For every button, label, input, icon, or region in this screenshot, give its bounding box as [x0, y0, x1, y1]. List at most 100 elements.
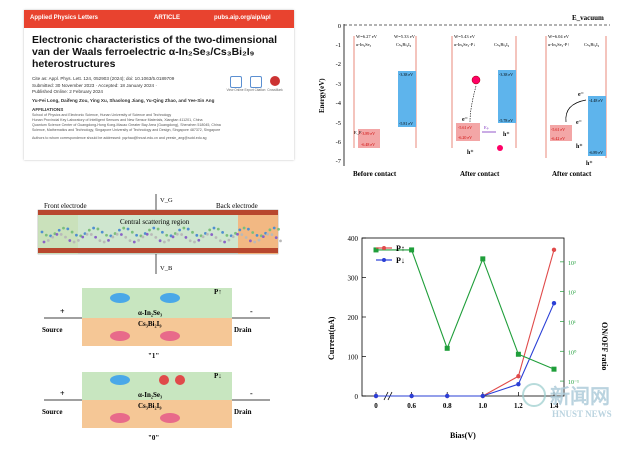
chart-x-label: Bias(V) — [450, 431, 476, 440]
export-citation-icon[interactable] — [250, 76, 262, 88]
data-point — [480, 393, 485, 399]
lattice-atom — [212, 226, 216, 230]
hnust-watermark: 新闻网 HNUST NEWS — [522, 383, 612, 419]
y2-tick-label: 10² — [568, 291, 576, 297]
submitted-line: Submitted: 30 November 2023 · Accepted: … — [32, 83, 157, 88]
cite-line: Cite as: Appl. Phys. Lett. 124, 052903 (… — [32, 76, 175, 81]
after2-w: W=6.04 eV — [548, 34, 570, 39]
lattice-atom — [68, 239, 72, 242]
data-point — [551, 366, 557, 372]
vacuum-label: E_vacuum — [572, 14, 604, 22]
lattice-atom — [51, 235, 54, 239]
affiliation-1: School of Physics and Electronic Science… — [32, 113, 172, 117]
lattice-atom — [115, 232, 119, 236]
before-b-gap — [398, 71, 416, 127]
device-top-gate — [38, 210, 278, 215]
lattice-atom — [59, 233, 63, 236]
y-tick-label: 400 — [348, 235, 359, 243]
after1-w: W=5.43 eV — [454, 34, 476, 39]
after2-e: e⁻ — [578, 92, 584, 98]
lattice-atom — [152, 226, 156, 230]
band-tick-5: -5 — [336, 120, 341, 127]
band-y-ticks: 0 -1 -2 -3 -4 -5 -6 -7 — [336, 23, 342, 165]
after1-h: h⁺ — [503, 131, 510, 138]
crossmark-icon[interactable] — [270, 76, 280, 86]
cell1-mat-b: Cs₃Bi₂I₉ — [138, 320, 161, 328]
after1-hole-icon — [497, 145, 503, 151]
journal-name: Applied Physics Letters — [30, 15, 99, 21]
lattice-atom — [201, 235, 205, 239]
lattice-atom — [96, 227, 100, 231]
lattice-atom — [249, 239, 252, 243]
lattice-atom — [72, 240, 76, 244]
lattice-atom — [158, 239, 162, 243]
after2-mat-a: α-In₂Se₃-P↑ — [548, 42, 570, 47]
lattice-atom — [216, 227, 220, 231]
lattice-atom — [193, 240, 196, 244]
lattice-atom — [126, 227, 130, 231]
lattice-atom — [225, 233, 229, 237]
band-tick-4: -4 — [336, 100, 342, 107]
lattice-atom — [145, 232, 149, 236]
lattice-atom — [40, 230, 44, 234]
cell0-state: "0" — [148, 434, 159, 442]
view-online-label: View Online — [226, 88, 244, 92]
lattice-atom — [171, 235, 175, 239]
lattice-atom — [66, 227, 70, 231]
data-point — [445, 393, 450, 399]
lattice-atom — [77, 239, 80, 242]
watermark-cn: 新闻网 — [550, 384, 610, 408]
lattice-atom — [98, 239, 102, 242]
after1-a-vb: -6.20 eV — [458, 135, 472, 140]
lattice-atom — [244, 236, 248, 239]
lattice-atom — [178, 228, 182, 232]
cell1-electron-2-icon — [160, 293, 180, 303]
lattice-atom — [240, 233, 244, 237]
before-a-gap — [358, 129, 380, 148]
cell0-minus: - — [250, 389, 253, 398]
affiliation-4: Science, Mathematics and Technology, Sin… — [32, 128, 221, 132]
data-point — [373, 247, 379, 253]
affiliation-3: Quantum Science Center of Guangdong-Hong… — [32, 123, 221, 127]
lattice-atom — [64, 235, 67, 239]
legend-marker — [382, 258, 386, 262]
cell0-electron-1-icon — [110, 375, 130, 385]
after2-a-gap — [550, 125, 572, 141]
lattice-atom — [231, 235, 235, 239]
lattice-atom — [255, 234, 259, 237]
watermark-en: HNUST NEWS — [552, 409, 612, 419]
before-b-vb: -5.81 eV — [399, 121, 413, 126]
lattice-atom — [175, 232, 179, 236]
back-electrode-label: Back electrode — [216, 202, 258, 210]
band-tick-3: -3 — [336, 81, 341, 88]
lattice-atom — [46, 239, 50, 242]
cell1-electron-1-icon — [110, 293, 130, 303]
cell0-bottom-layer — [82, 400, 232, 428]
before-a-cb: -3.89 eV — [361, 131, 375, 136]
y2-tick-label: 10⁰ — [568, 349, 577, 356]
affiliation-2: Hunan Provincial Key Laboratory of Intel… — [32, 118, 203, 122]
after2-electron-arrow — [565, 99, 587, 123]
cell0-source: Source — [42, 408, 62, 416]
legend-label: P↑ — [396, 244, 405, 253]
back-electrode — [238, 210, 278, 254]
view-online-icon[interactable] — [230, 76, 242, 88]
cell0-hole-4-icon — [160, 413, 180, 423]
x-tick-label: 1.0 — [478, 402, 487, 410]
crossmark-label: CrossMark — [267, 88, 283, 92]
authors-line: Yu-Fei Long, Daifeng Zou, Ying Xu, Shaol… — [32, 98, 215, 103]
y-tick-label: 200 — [348, 314, 359, 322]
after2-mat-b: Cs₃Bi₂I₉ — [584, 42, 600, 47]
after1-a-gap — [456, 123, 480, 141]
lattice-atom — [42, 240, 46, 244]
after1-mat-b: Cs₃Bi₂I₉ — [494, 42, 510, 47]
chart-plot-area: 0 100 200 300 400 10⁻¹ 10⁰ 10¹ 10² 10³ 0 0.6 0.8 1.0 1… — [348, 235, 580, 410]
after1-h2: h⁺ — [467, 149, 474, 156]
journal-url[interactable]: pubs.aip.org/aip/apl — [214, 15, 271, 21]
y2-tick-label: 10¹ — [568, 320, 576, 326]
lattice-atom — [148, 228, 151, 232]
front-electrode-label: Front electrode — [44, 202, 87, 210]
x-tick-label: 0.8 — [443, 402, 452, 410]
lattice-atom — [118, 228, 121, 232]
title-line-3: heterostructures — [32, 58, 116, 70]
